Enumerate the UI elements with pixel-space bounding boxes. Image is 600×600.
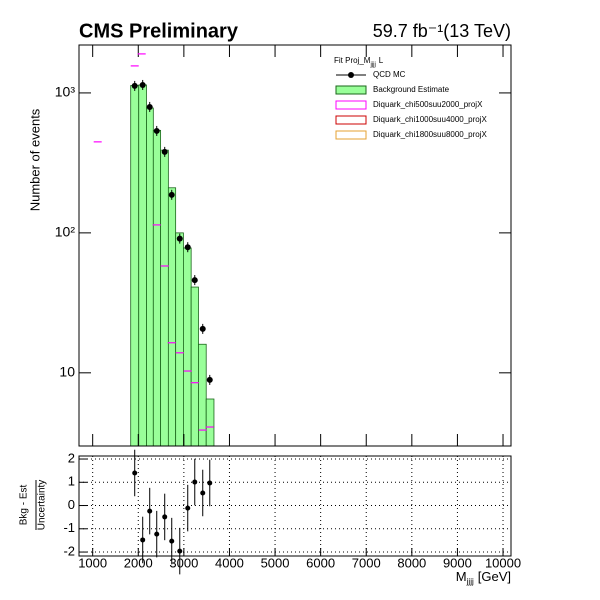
legend-title-part: L	[379, 56, 384, 65]
y-tick-label: 0	[68, 497, 75, 512]
legend-title: Fit Proj_Mjjjj L	[334, 56, 384, 67]
y-tick-label: 10³	[55, 84, 76, 100]
x-tick-label: 10000	[485, 555, 521, 570]
background-bin	[167, 187, 177, 447]
qcd-point	[161, 148, 168, 155]
legend-title-sub: jjjj	[369, 62, 375, 68]
qcd-point	[199, 325, 206, 332]
background-bin	[146, 107, 154, 447]
y-tick-label: 10²	[55, 224, 76, 240]
background-bin	[152, 129, 162, 447]
x-tick-label: 1000	[78, 555, 107, 570]
chart-title: CMS Preliminary	[79, 20, 239, 42]
background-bin	[130, 85, 140, 447]
legend-label: Diquark_chi1000suu4000_projX	[373, 115, 488, 124]
x-tick-label: 4000	[215, 555, 244, 570]
x-tick-label: 5000	[261, 555, 290, 570]
legend-label: Diquark_chi500suu2000_projX	[373, 100, 483, 109]
ratio-y-label: Bkg - Est	[19, 485, 30, 526]
y-tick-label: -1	[63, 520, 75, 535]
x-tick-label: 3000	[169, 555, 198, 570]
background-bin	[205, 398, 215, 447]
qcd-point	[131, 82, 138, 89]
ratio-point	[140, 537, 146, 543]
ratio-y-label: Uncertainty	[37, 480, 48, 531]
background-bin	[198, 343, 207, 447]
ratio-point	[162, 514, 168, 520]
legend-swatch	[335, 130, 367, 140]
x-axis-label: Mjjjj [GeV]	[456, 569, 511, 586]
qcd-point	[191, 277, 198, 284]
ratio-point	[147, 508, 153, 514]
legend-label: QCD MC	[373, 70, 406, 79]
legend-title-part: Fit Proj_M	[334, 56, 371, 65]
y-tick-label: 2	[68, 450, 75, 465]
lumi-label: 59.7 fb⁻¹(13 TeV)	[373, 21, 511, 41]
qcd-point	[184, 244, 191, 251]
ratio-point	[169, 538, 175, 544]
background-bin	[138, 84, 147, 447]
background-bin	[160, 149, 169, 447]
y-axis-label: Number of events	[27, 108, 42, 211]
qcd-point	[146, 103, 153, 110]
ratio-point	[154, 531, 160, 537]
x-label-sub: jjjj	[466, 577, 474, 586]
ratio-point	[200, 490, 206, 496]
ratio-point	[177, 548, 183, 554]
qcd-point	[206, 376, 213, 383]
qcd-point	[153, 127, 160, 134]
x-tick-label: 2000	[124, 555, 153, 570]
qcd-point	[139, 81, 146, 88]
qcd-point	[168, 191, 175, 198]
qcd-point	[176, 235, 183, 242]
x-tick-label: 8000	[397, 555, 426, 570]
x-label-part: [GeV]	[478, 569, 511, 584]
background-bin	[175, 232, 184, 447]
ratio-point	[207, 480, 213, 486]
legend-label: Diquark_chi1800suu8000_projX	[373, 130, 488, 139]
x-tick-label: 6000	[306, 555, 335, 570]
legend-label: Background Estimate	[373, 85, 450, 94]
legend-swatch	[335, 100, 367, 110]
legend-swatch	[335, 85, 367, 95]
y-tick-label: -2	[63, 543, 75, 558]
ratio-point	[185, 505, 191, 511]
x-label-part: M	[456, 569, 467, 584]
legend-swatch	[348, 72, 354, 78]
background-bin	[190, 286, 199, 447]
x-tick-label: 9000	[443, 555, 472, 570]
y-tick-label: 10	[59, 364, 75, 380]
ratio-point	[132, 470, 138, 476]
ratio-frame	[78, 455, 512, 557]
y-tick-label: 1	[68, 474, 75, 489]
ratio-point	[192, 479, 198, 485]
plot-frame	[78, 44, 512, 447]
background-bin	[183, 247, 192, 447]
legend-swatch	[335, 115, 367, 125]
x-tick-label: 7000	[352, 555, 381, 570]
